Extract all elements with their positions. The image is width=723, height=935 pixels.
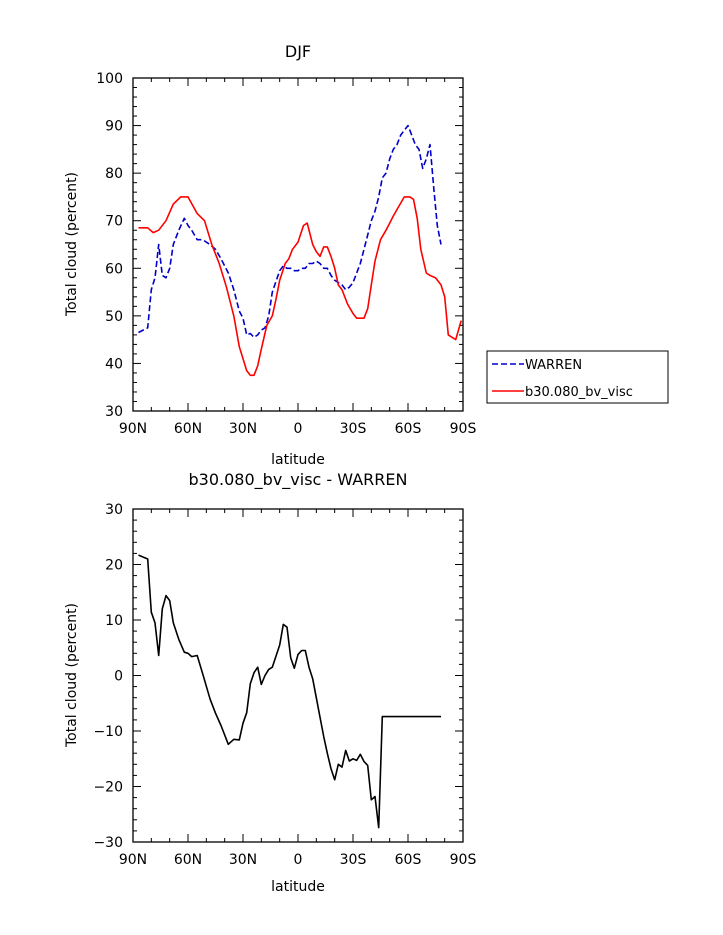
bottom-x-tick-label: 90S <box>450 852 477 868</box>
top-x-ticks: 90N 60N 30N 0 30S 60S 90S <box>119 78 477 437</box>
bottom-x-tick-label: 30S <box>340 852 367 868</box>
bottom-y-tick-label: 20 <box>105 558 123 574</box>
bottom-y-tick-label: −20 <box>93 780 123 796</box>
bottom-x-axis-label: latitude <box>271 879 325 895</box>
top-y-tick-label: 50 <box>105 309 123 325</box>
legend-box <box>486 350 669 404</box>
top-chart: DJF 90N 60N 30N 0 30S 60S 90S 30 40 50 60 70 80 90 10… <box>64 42 669 468</box>
top-series <box>138 124 462 377</box>
top-x-axis-label: latitude <box>271 452 325 468</box>
top-y-tick-label: 70 <box>105 214 123 230</box>
bottom-x-ticks: 90N 60N 30N 0 30S 60S 90S <box>119 509 477 868</box>
legend-label-model: b30.080_bv_visc <box>525 385 633 400</box>
top-x-tick-label: 0 <box>294 421 303 437</box>
bottom-y-axis-label: Total cloud (percent) <box>64 603 80 748</box>
top-x-tick-label: 90N <box>119 421 147 437</box>
bottom-y-ticks: −30 −20 −10 0 10 20 30 <box>93 502 463 851</box>
top-plot-frame <box>132 77 464 412</box>
bottom-chart-title: b30.080_bv_visc - WARREN <box>189 470 408 490</box>
top-x-tick-label: 30S <box>340 421 367 437</box>
legend: WARREN b30.080_bv_visc <box>486 350 669 404</box>
bottom-x-tick-label: 90N <box>119 852 147 868</box>
bottom-x-tick-label: 0 <box>294 852 303 868</box>
top-series-b30-080-bv-visc <box>138 196 462 377</box>
bottom-y-tick-label: −10 <box>93 724 123 740</box>
top-y-tick-label: 60 <box>105 261 123 277</box>
top-y-tick-label: 80 <box>105 166 123 182</box>
bottom-y-tick-label: −30 <box>93 835 123 851</box>
top-x-tick-label: 60N <box>174 421 202 437</box>
bottom-series <box>138 554 441 829</box>
top-y-ticks: 30 40 50 60 70 80 90 100 <box>96 71 463 420</box>
top-y-tick-label: 30 <box>105 404 123 420</box>
bottom-x-tick-label: 30N <box>229 852 257 868</box>
top-y-axis-label: Total cloud (percent) <box>64 172 80 317</box>
bottom-x-tick-label: 60N <box>174 852 202 868</box>
bottom-y-tick-label: 10 <box>105 613 123 629</box>
bottom-series-difference <box>138 554 441 829</box>
bottom-chart: b30.080_bv_visc - WARREN 90N 60N 30N 0 30S 60… <box>64 470 476 895</box>
bottom-x-tick-label: 60S <box>395 852 422 868</box>
legend-label-warren: WARREN <box>525 358 582 373</box>
top-x-tick-label: 30N <box>229 421 257 437</box>
bottom-y-tick-label: 30 <box>105 502 123 518</box>
top-chart-title: DJF <box>285 42 311 61</box>
top-y-tick-label: 90 <box>105 119 123 135</box>
top-y-tick-label: 40 <box>105 356 123 372</box>
bottom-y-tick-label: 0 <box>114 669 123 685</box>
top-y-tick-label: 100 <box>96 71 123 87</box>
top-x-tick-label: 90S <box>450 421 477 437</box>
top-x-tick-label: 60S <box>395 421 422 437</box>
top-series-warren <box>138 124 442 339</box>
bottom-plot-frame <box>132 508 464 843</box>
